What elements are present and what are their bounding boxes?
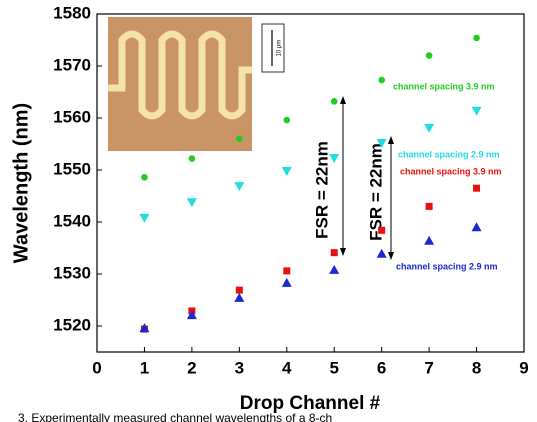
x-tick-label: 8 <box>472 358 481 377</box>
point <box>235 286 243 294</box>
x-tick-label: 5 <box>329 358 338 377</box>
point <box>424 123 435 133</box>
x-tick-label: 2 <box>187 358 196 377</box>
point <box>186 198 197 208</box>
point <box>329 154 340 164</box>
y-tick-label: 1580 <box>53 3 91 22</box>
point <box>283 267 291 275</box>
y-tick-label: 1560 <box>53 107 91 126</box>
point <box>471 106 482 116</box>
point <box>424 235 435 245</box>
point <box>376 138 387 148</box>
point <box>330 249 338 257</box>
y-tick-label: 1570 <box>53 55 91 74</box>
point <box>330 98 338 105</box>
inset-scale: 10 μm <box>277 40 283 57</box>
point <box>139 323 150 333</box>
annotation: FSR = 22nm <box>312 141 331 239</box>
x-tick-label: 1 <box>140 358 149 377</box>
point <box>281 167 292 177</box>
y-axis-title: Wavelength (nm) <box>10 103 32 263</box>
y-tick-label: 1520 <box>53 315 91 334</box>
point <box>234 182 245 192</box>
point <box>281 277 292 287</box>
point <box>283 116 291 124</box>
point <box>473 184 481 192</box>
point <box>141 173 148 181</box>
y-tick-label: 1530 <box>53 263 91 282</box>
caption: 3. Experimentally measured channel wavel… <box>18 411 332 422</box>
point <box>188 155 196 162</box>
inset-image: 10 μm <box>108 17 285 151</box>
legend-label: channel spacing 3.9 nm <box>393 81 495 91</box>
y-tick-label: 1550 <box>53 159 91 178</box>
point <box>236 135 243 143</box>
point <box>471 222 482 232</box>
point <box>234 292 245 302</box>
point <box>425 202 433 210</box>
y-tick-label: 1540 <box>53 211 91 230</box>
plot-frame <box>96 13 525 353</box>
x-tick-label: 9 <box>519 358 528 377</box>
point <box>425 52 433 59</box>
annotation: FSR = 22nm <box>366 143 385 241</box>
point <box>186 310 197 320</box>
x-axis-title: Drop Channel # <box>240 393 381 414</box>
point <box>376 248 387 258</box>
legend-label: channel spacing 3.9 nm <box>400 166 502 176</box>
point <box>139 213 150 223</box>
point <box>378 76 385 84</box>
x-tick-label: 0 <box>92 358 101 377</box>
legend-label: channel spacing 2.9 nm <box>398 149 500 159</box>
x-tick-label: 6 <box>377 358 386 377</box>
legend-label: channel spacing 2.9 nm <box>396 261 498 271</box>
point <box>473 34 480 42</box>
point <box>378 226 386 234</box>
x-tick-label: 4 <box>282 358 292 377</box>
point <box>329 264 340 274</box>
x-tick-label: 7 <box>424 358 433 377</box>
x-tick-label: 3 <box>235 358 244 377</box>
